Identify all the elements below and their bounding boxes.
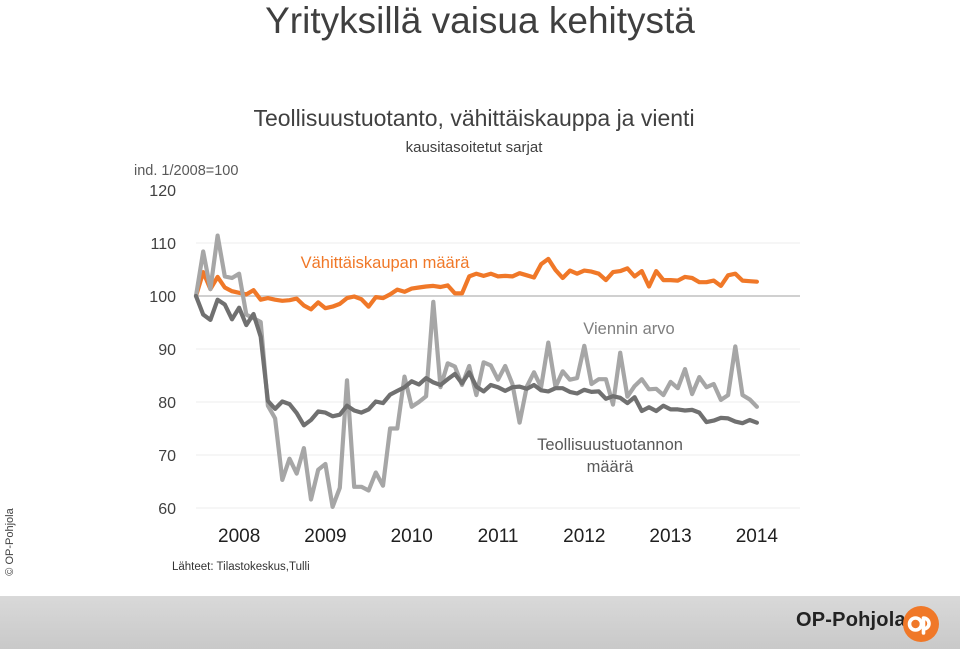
y-tick-label: 80 — [158, 395, 176, 412]
series-line-industrial — [193, 293, 760, 428]
y-tick-label: 90 — [158, 342, 176, 359]
x-tick-label: 2011 — [478, 526, 519, 547]
chart-title: Teollisuustuotanto, vähittäiskauppa ja v… — [253, 105, 694, 131]
x-tick-label: 2013 — [649, 526, 691, 547]
series-annotations: Vähittäiskaupan määrä Viennin arvo Teollis… — [301, 254, 683, 476]
chart-subtitle: kausitasoitetut sarjat — [406, 139, 544, 156]
annotation-industrial: määrä — [587, 458, 635, 476]
annotation-retail: Vähittäiskaupan määrä — [301, 254, 471, 272]
brand-name: OP-Pohjola — [796, 609, 906, 631]
y-axis-ticks: 120 110 100 90 80 70 60 — [149, 183, 176, 518]
x-tick-label: 2009 — [304, 526, 346, 547]
index-label: ind. 1/2008=100 — [134, 163, 238, 179]
series-line-exports — [193, 233, 760, 509]
y-tick-label: 100 — [149, 289, 176, 306]
x-tick-label: 2010 — [391, 526, 433, 547]
x-axis-ticks: 2008 2009 2010 2011 2012 2013 2014 — [218, 526, 778, 547]
slide-title: Yrityksillä vaisua kehitystä — [265, 0, 695, 41]
annotation-exports: Viennin arvo — [583, 320, 674, 338]
x-tick-label: 2014 — [736, 526, 779, 547]
copyright-label: © OP-Pohjola — [4, 508, 16, 576]
series-line-retail — [193, 256, 760, 312]
y-tick-label: 70 — [158, 448, 176, 465]
x-tick-label: 2012 — [563, 526, 605, 547]
y-tick-label: 60 — [158, 501, 176, 518]
y-tick-label: 120 — [149, 183, 176, 200]
source-note: Lähteet: Tilastokeskus,Tulli — [172, 561, 310, 573]
line-chart: Teollisuustuotanto, vähittäiskauppa ja v… — [134, 105, 800, 547]
y-tick-label: 110 — [150, 236, 176, 253]
annotation-industrial: Teollisuustuotannon — [537, 436, 683, 454]
gridlines — [196, 242, 800, 509]
footer-bar — [0, 596, 960, 649]
x-tick-label: 2008 — [218, 526, 260, 547]
op-logo-icon — [903, 606, 939, 642]
series-lines — [193, 233, 760, 509]
